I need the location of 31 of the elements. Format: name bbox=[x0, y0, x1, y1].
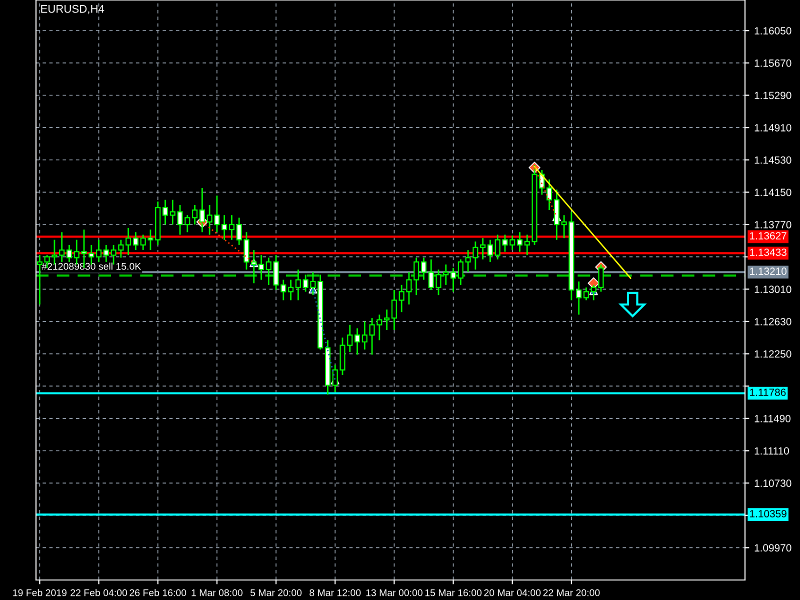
y-tick-label: 1.11110 bbox=[754, 447, 789, 455]
y-tick-label: 1.10730 bbox=[754, 480, 792, 487]
y-tick-label: 1.14910 bbox=[754, 124, 792, 132]
y-tick-label: 1.14530 bbox=[754, 156, 792, 164]
y-tick-label: 1.12630 bbox=[754, 318, 792, 326]
x-tick-label: 26 Feb 16:00 bbox=[130, 589, 186, 596]
ref-line-label: 1.13210 bbox=[750, 268, 786, 275]
y-tick-label: 1.09970 bbox=[754, 544, 792, 552]
y-tick-label: 1.15670 bbox=[754, 59, 792, 67]
x-tick-label: 19 Feb 2019 bbox=[13, 589, 67, 596]
x-tick-label: 22 Mar 20:00 bbox=[543, 589, 600, 596]
y-tick-label: 1.13770 bbox=[754, 221, 792, 228]
y-tick-label: 1.16050 bbox=[754, 27, 792, 34]
x-tick-label: 13 Mar 00:00 bbox=[366, 589, 422, 596]
ref-line-label: #212089830 sell 15.0K bbox=[42, 262, 142, 270]
ref-line-label: 1.13433 bbox=[750, 248, 786, 256]
x-tick-label: 8 Mar 12:00 bbox=[310, 589, 361, 596]
x-tick-label: 15 Mar 16:00 bbox=[425, 589, 482, 596]
y-tick-label: 1.13010 bbox=[754, 286, 792, 294]
y-tick-label: 1.12250 bbox=[754, 350, 792, 358]
y-tick-label: 1.15290 bbox=[754, 92, 792, 100]
chart-title: EURUSD,H4 bbox=[41, 4, 104, 14]
y-tick-label: 1.14150 bbox=[754, 188, 792, 196]
x-tick-label: 5 Mar 20:00 bbox=[250, 589, 302, 596]
x-tick-label: 1 Mar 08:00 bbox=[192, 589, 243, 596]
y-tick-label: 1.11490 bbox=[754, 414, 791, 422]
ref-line-label: 1.10359 bbox=[750, 510, 786, 518]
ref-line-label: 1.11786 bbox=[750, 388, 786, 396]
x-tick-label: 22 Feb 04:00 bbox=[70, 589, 128, 596]
ref-line-label: 1.13627 bbox=[750, 232, 786, 240]
x-tick-label: 20 Mar 04:00 bbox=[484, 589, 541, 596]
